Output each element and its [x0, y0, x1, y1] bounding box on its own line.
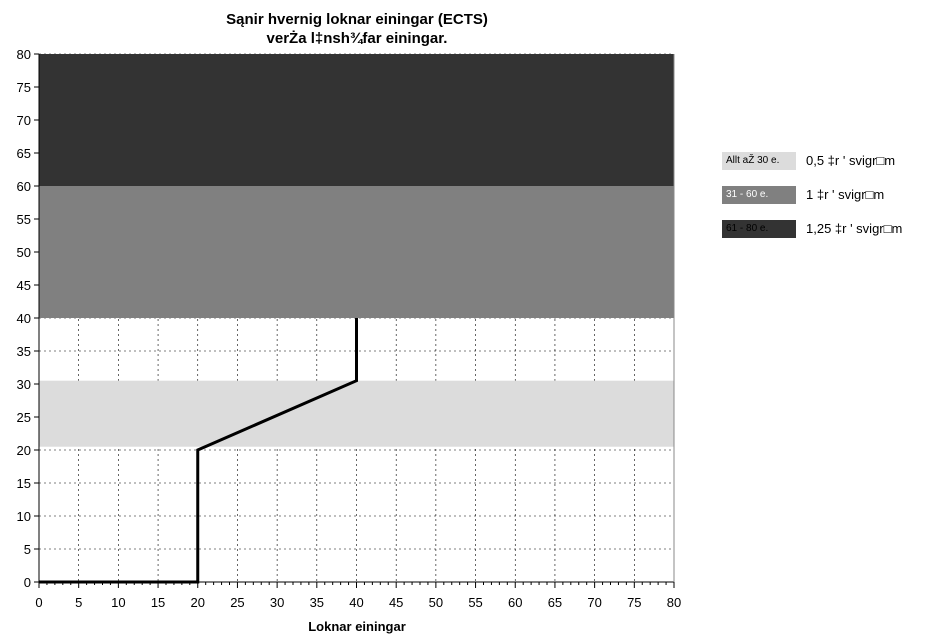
y-tick-label: 25 — [17, 410, 31, 425]
y-tick-label: 5 — [24, 542, 31, 557]
x-tick-label: 15 — [151, 595, 165, 610]
y-tick-label: 80 — [17, 47, 31, 62]
legend-swatch: Allt aŽ 30 e. — [722, 152, 796, 170]
x-tick-label: 5 — [75, 595, 82, 610]
y-tick-label: 45 — [17, 278, 31, 293]
chart-title-line1: Sąnir hvernig loknar einingar (ECTS) — [226, 11, 488, 28]
x-tick-label: 35 — [310, 595, 324, 610]
series-layer — [39, 318, 358, 584]
bands-layer — [39, 54, 674, 447]
legend-swatch: 31 - 60 e. — [722, 186, 796, 204]
chart-title-line2: verŻa l‡nsh¾far einingar. — [267, 30, 448, 47]
y-tick-label: 40 — [17, 311, 31, 326]
y-tick-label: 50 — [17, 245, 31, 260]
band — [39, 380, 674, 447]
y-tick-label: 60 — [17, 179, 31, 194]
legend-text: 1 ‡r ' svigr□m — [806, 187, 885, 202]
legend-item: 31 - 60 e. 1 ‡r ' svigr□m — [722, 186, 936, 220]
series-line — [39, 318, 358, 584]
x-tick-label: 75 — [627, 595, 641, 610]
y-tick-label: 30 — [17, 377, 31, 392]
legend-item: Allt aŽ 30 e. 0,5 ‡r ' svigr□m — [722, 152, 936, 186]
y-tick-label: 10 — [17, 509, 31, 524]
y-tick-label: 15 — [17, 476, 31, 491]
x-tick-label: 30 — [270, 595, 284, 610]
y-tick-label: 55 — [17, 212, 31, 227]
y-tick-label: 0 — [24, 575, 31, 590]
x-tick-label: 25 — [230, 595, 244, 610]
x-tick-label: 10 — [111, 595, 125, 610]
ticks-layer: 0 5 10 15 20 25 30 35 40 45 50 55 60 65 70 75 80 0 5 10 15 20… — [17, 47, 682, 610]
legend-swatch: 61 - 80 e. — [722, 220, 796, 238]
y-tick-label: 35 — [17, 344, 31, 359]
y-tick-label: 20 — [17, 443, 31, 458]
y-tick-label: 65 — [17, 146, 31, 161]
x-tick-label: 50 — [429, 595, 443, 610]
x-axis-label: Loknar einingar — [308, 619, 406, 634]
x-tick-label: 60 — [508, 595, 522, 610]
band — [39, 54, 674, 186]
x-tick-label: 20 — [191, 595, 205, 610]
x-tick-label: 0 — [35, 595, 42, 610]
legend-text: 0,5 ‡r ' svigr□m — [806, 153, 896, 168]
x-tick-label: 40 — [349, 595, 363, 610]
x-tick-label: 70 — [587, 595, 601, 610]
x-tick-label: 45 — [389, 595, 403, 610]
y-tick-label: 70 — [17, 113, 31, 128]
x-tick-label: 65 — [548, 595, 562, 610]
legend-text: 1,25 ‡r ' svigr□m — [806, 221, 903, 236]
x-tick-label: 55 — [468, 595, 482, 610]
y-tick-label: 75 — [17, 80, 31, 95]
band — [39, 186, 674, 318]
legend: Allt aŽ 30 e. 0,5 ‡r ' svigr□m 31 - 60 e… — [722, 152, 936, 254]
x-tick-label: 80 — [667, 595, 681, 610]
legend-item: 61 - 80 e. 1,25 ‡r ' svigr□m — [722, 220, 936, 254]
